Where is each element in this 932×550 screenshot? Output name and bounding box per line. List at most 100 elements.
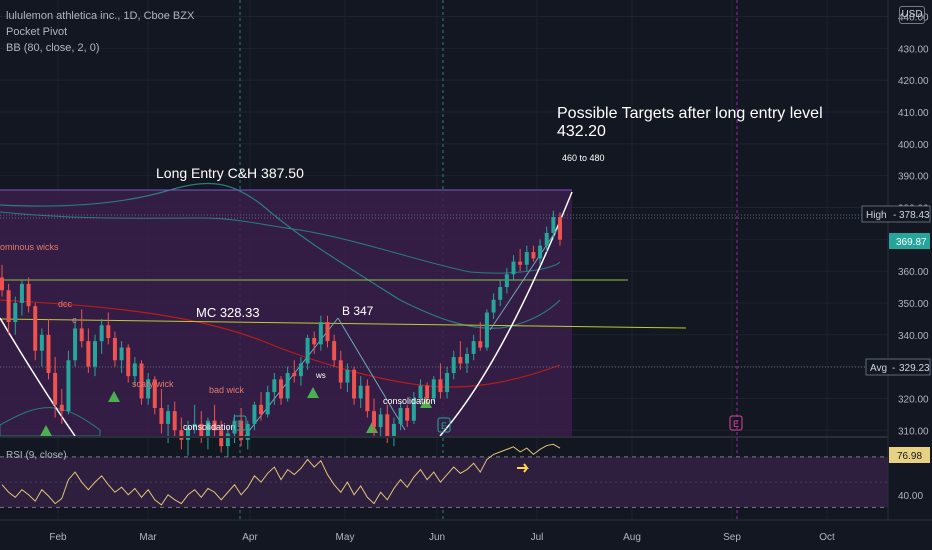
candle xyxy=(518,248,523,272)
candle xyxy=(445,366,450,399)
candle-body xyxy=(179,430,184,440)
candle xyxy=(79,309,84,348)
x-tick-label: Aug xyxy=(623,532,641,543)
y-tick-label: 390.00 xyxy=(898,172,929,183)
bollinger-band xyxy=(0,182,572,437)
candle xyxy=(531,245,536,262)
avg-price-tag: Avg - 329.23 xyxy=(865,358,931,376)
candle-body xyxy=(205,420,210,437)
bb-upper xyxy=(0,182,561,329)
x-tick-label: Feb xyxy=(49,532,67,543)
candle-body xyxy=(352,369,357,399)
candle xyxy=(46,318,51,380)
x-tick-label: May xyxy=(336,532,355,543)
y-tick-label: 400.00 xyxy=(898,140,929,151)
candle-body xyxy=(365,385,370,412)
candle xyxy=(212,404,217,437)
candle-body xyxy=(484,312,489,348)
candle-body xyxy=(139,363,144,399)
svg-text:E: E xyxy=(237,419,243,429)
earnings-marker-sep[interactable]: E xyxy=(729,415,743,431)
y-tick-label: 410.00 xyxy=(898,108,929,119)
candle xyxy=(358,376,363,408)
candle-body xyxy=(192,423,197,428)
candle xyxy=(59,388,64,424)
svg-text:E: E xyxy=(733,419,739,429)
candle xyxy=(312,331,317,354)
candle-body xyxy=(166,411,171,424)
candle xyxy=(172,401,177,437)
candle xyxy=(146,372,151,405)
earnings-marker-jun[interactable]: E xyxy=(437,417,451,433)
candle-body xyxy=(471,341,476,354)
consolidation-note-2: consolidation xyxy=(383,396,436,406)
indicator-bollinger[interactable]: BB (80, close, 2, 0) xyxy=(6,42,100,54)
earnings-marker-apr[interactable]: E xyxy=(233,415,247,431)
candle-body xyxy=(285,372,290,399)
high-tag-value: 378.43 xyxy=(899,210,930,221)
rsi-band xyxy=(0,456,888,508)
candle-body xyxy=(518,261,523,265)
candle xyxy=(325,315,330,348)
x-tick-label: Oct xyxy=(819,532,835,543)
candle xyxy=(438,363,443,399)
candle-body xyxy=(312,337,317,345)
candle-body xyxy=(272,379,277,393)
candle xyxy=(159,388,164,434)
candle-body xyxy=(59,404,64,412)
candle-body xyxy=(425,385,430,399)
candle-body xyxy=(551,217,556,233)
candle xyxy=(26,277,31,313)
symbol-title[interactable]: lululemon athletica inc., 1D, Cboe BZX xyxy=(6,10,195,22)
candle xyxy=(332,334,337,367)
rsi-line xyxy=(1,443,561,506)
chart-legend: lululemon athletica inc., 1D, Cboe BZX P… xyxy=(6,8,194,56)
candle-body xyxy=(93,341,97,367)
avg-tag-name: Avg xyxy=(870,363,887,374)
candle-body xyxy=(431,379,436,399)
candle-body xyxy=(372,411,376,428)
candle xyxy=(338,350,343,389)
candle xyxy=(112,331,117,367)
candle-body xyxy=(99,325,104,342)
candle-body xyxy=(411,398,416,421)
mc-annotation: MC 328.33 xyxy=(196,305,260,320)
candle-body xyxy=(33,306,38,351)
candle xyxy=(66,350,71,415)
candle xyxy=(265,385,270,418)
candle-body xyxy=(252,404,257,424)
candle-body xyxy=(458,357,463,364)
svg-text:E: E xyxy=(441,421,447,431)
last-tag-value: 369.87 xyxy=(896,237,927,248)
e-note: e xyxy=(72,315,77,325)
candle-body xyxy=(152,379,157,408)
candle xyxy=(511,255,516,281)
candle-body xyxy=(538,245,543,259)
candle xyxy=(179,417,184,450)
currency-button[interactable]: USD xyxy=(899,6,925,24)
moving-average xyxy=(0,299,561,388)
candle xyxy=(345,363,350,393)
rsi-label: RSI (9, close) xyxy=(6,450,67,461)
candle-body xyxy=(438,379,443,393)
candle-body xyxy=(106,325,111,338)
candle-body xyxy=(219,430,224,447)
candle xyxy=(152,376,157,415)
candle xyxy=(305,334,310,370)
candle-body xyxy=(259,404,264,415)
candle-body xyxy=(558,217,562,240)
candle-body xyxy=(378,414,383,428)
candle xyxy=(252,401,257,431)
candle-body xyxy=(531,252,536,259)
indicator-pocket-pivot[interactable]: Pocket Pivot xyxy=(6,26,68,38)
consolidation-note-1: consolidation xyxy=(183,422,236,432)
candle xyxy=(132,357,137,386)
candle-body xyxy=(325,322,330,342)
candle xyxy=(524,245,529,272)
pane-separator xyxy=(0,436,932,438)
candle xyxy=(484,309,489,351)
dcc-note: dcc xyxy=(58,299,73,309)
candle xyxy=(119,341,124,373)
long-entry-annotation: Long Entry C&H 387.50 xyxy=(156,165,304,181)
